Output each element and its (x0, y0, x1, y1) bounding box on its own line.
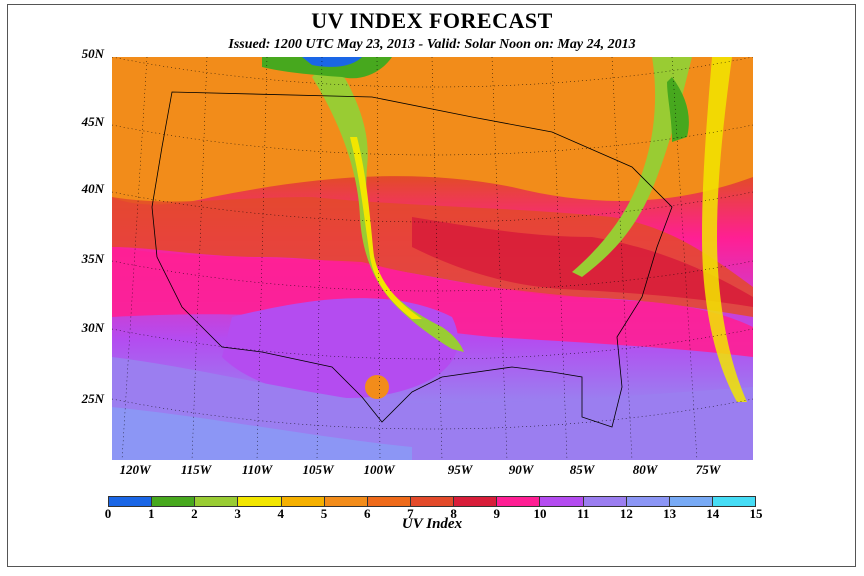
colorbar-tick-label: 5 (320, 506, 328, 521)
uv-index-map (112, 57, 753, 460)
colorbar-tick-label: 11 (577, 506, 590, 521)
colorbar-swatch (540, 497, 584, 506)
colorbar-swatch (454, 497, 498, 506)
uv-colorbar (108, 496, 756, 507)
lon-label-110w: 110W (241, 462, 273, 477)
colorbar-tick-label: 3 (234, 506, 241, 521)
uv-band-north (262, 57, 392, 79)
uv-zone-purple (222, 298, 459, 398)
colorbar-tick-label: 0 (104, 506, 112, 521)
colorbar-tick-label: 9 (493, 506, 501, 521)
uv-zone-light-blue (112, 407, 412, 460)
uv-band-plains-yellow (350, 137, 422, 319)
colorbar-tick-label: 14 (706, 506, 720, 521)
uv-band-east-green (667, 77, 689, 142)
graticule (112, 57, 753, 460)
lon-label-75w: 75W (695, 462, 721, 477)
colorbar-swatch (238, 497, 282, 506)
map-subtitle: Issued: 1200 UTC May 23, 2013 - Valid: S… (228, 37, 636, 52)
uv-zone-pink (112, 247, 753, 357)
colorbar-tick-label: 12 (619, 506, 633, 521)
lon-label-100w: 100W (363, 462, 395, 477)
colorbar-swatch (195, 497, 239, 506)
colorbar-tick-label: 2 (191, 506, 198, 521)
colorbar-swatch (152, 497, 196, 506)
colorbar-tick-label: 4 (277, 506, 285, 521)
colorbar-swatch (669, 497, 713, 506)
colorbar-label: UV Index (401, 516, 463, 532)
lon-label-120w: 120W (119, 462, 151, 477)
lon-label-90w: 90W (508, 462, 534, 477)
colorbar-swatch (367, 497, 411, 506)
lat-label-30n: 30N (81, 320, 104, 335)
colorbar-swatch (626, 497, 670, 506)
colorbar-tick-label: 13 (663, 506, 677, 521)
colorbar-swatch (109, 497, 153, 506)
colorbar-tick-label: 10 (533, 506, 547, 521)
colorbar-tick-label: 1 (147, 506, 155, 521)
uv-band-east (572, 57, 692, 277)
lon-label-115w: 115W (180, 462, 212, 477)
colorbar-tick-label: 15 (749, 506, 763, 521)
lat-label-45n: 45N (81, 114, 104, 129)
uv-zone-orange (112, 57, 753, 205)
colorbar-swatch (281, 497, 325, 506)
colorbar-swatch (497, 497, 541, 506)
lat-label-35n: 35N (81, 251, 104, 266)
lon-label-95w: 95W (447, 462, 473, 477)
uv-hotspot-texas (365, 375, 389, 399)
lon-label-85w: 85W (569, 462, 595, 477)
uv-band-east-yellow (702, 57, 747, 402)
colorbar-tick-label: 6 (363, 506, 371, 521)
colorbar-tick-label: 7 (407, 506, 414, 521)
colorbar-tick-label: 8 (450, 506, 457, 521)
lat-label-50n: 50N (81, 46, 104, 61)
map-title: UV INDEX FORECAST (311, 8, 553, 33)
uv-band-plains (312, 57, 464, 352)
colorbar-swatch (324, 497, 368, 506)
colorbar-swatch (583, 497, 627, 506)
uv-band-north-blue (302, 57, 362, 67)
lat-label-40n: 40N (81, 181, 104, 196)
lat-label-25n: 25N (81, 391, 104, 406)
lon-label-105w: 105W (302, 462, 334, 477)
uv-zone-crimson (412, 217, 753, 307)
us-outline (151, 91, 673, 428)
lon-label-80w: 80W (632, 462, 658, 477)
colorbar-swatch (410, 497, 455, 506)
figure-frame (7, 4, 856, 567)
colorbar-swatch (712, 497, 756, 506)
